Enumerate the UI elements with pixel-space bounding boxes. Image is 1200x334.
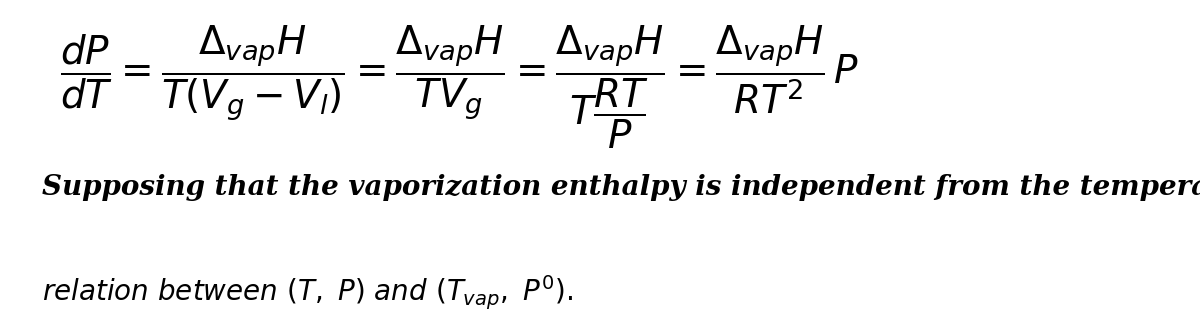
Text: $\dfrac{dP}{dT} = \dfrac{\Delta_{vap}H}{T(V_g - V_l)} = \dfrac{\Delta_{vap}H}{TV: $\dfrac{dP}{dT} = \dfrac{\Delta_{vap}H}{… [60,23,859,151]
Text: Supposing that the vaporization enthalpy is independent from the temperature, in: Supposing that the vaporization enthalpy… [42,174,1200,201]
Text: $\mathit{relation\ between\ (T,\ P)\ and\ (T_{vap},\ P^{0}).}$: $\mathit{relation\ between\ (T,\ P)\ and… [42,274,574,312]
